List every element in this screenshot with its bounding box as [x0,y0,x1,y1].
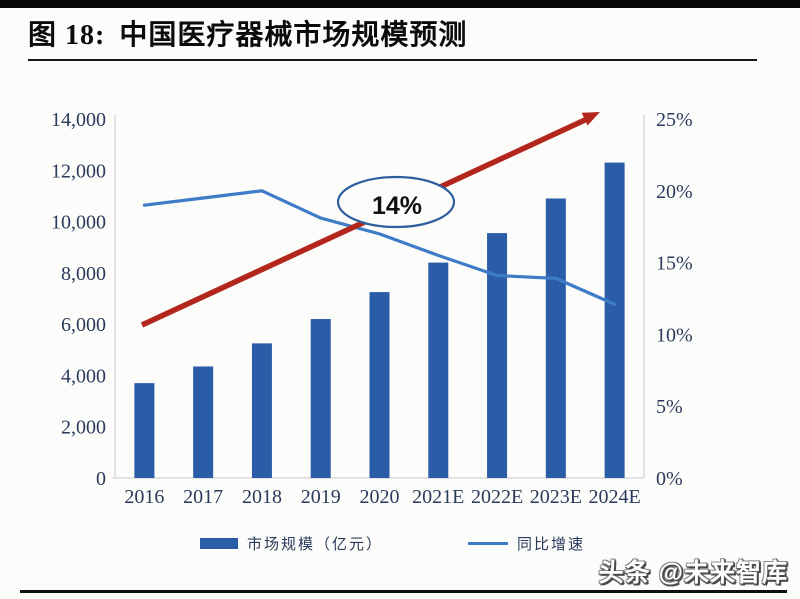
x-axis-label-2016: 2016 [124,486,164,508]
x-axis-label-2024E: 2024E [589,486,641,508]
bar-2018 [251,343,272,478]
bar-2024E [604,162,625,479]
watermark-toutiao: 头条 @未来智库 [598,559,788,587]
growth-rate-line [142,189,617,306]
legend-item-growth: 同比增速 [468,535,586,553]
y-axis-right-tick-4: 20% [656,181,693,203]
x-axis-label-2021E: 2021E [412,486,464,508]
y-axis-left-tick-0: 0 [96,468,106,490]
bottom-rule [20,590,787,593]
bar-2016 [134,383,155,478]
x-axis-label-2023E: 2023E [530,486,582,508]
bar-2022E [487,233,508,478]
bar-2019 [310,319,331,478]
y-axis-right-tick-5: 25% [656,109,693,131]
bar-2020 [369,292,390,478]
bar-2023E [545,198,566,478]
annotation-label: 14% [372,192,422,220]
bar-2021E [428,262,449,478]
bar-series-swatch [200,537,238,549]
figure-number: 图 18: [28,20,106,51]
legend-item-market-size: 市场规模（亿元） [200,535,384,553]
y-axis-right-tick-2: 10% [656,324,693,346]
title-underline [28,59,757,61]
y-axis-left-tick-4: 8,000 [61,263,106,285]
legend-label-growth: 同比增速 [517,536,586,553]
figure-title: 图 18: 中国医疗器械市场规模预测 [28,13,768,53]
x-axis-label-2018: 2018 [242,486,282,508]
y-axis-left-tick-2: 4,000 [61,365,106,387]
x-axis-label-2019: 2019 [301,486,341,508]
x-axis-label-2022E: 2022E [471,486,523,508]
top-accent-bar [0,0,800,8]
legend-label-market-size: 市场规模（亿元） [247,536,384,553]
y-axis-left-tick-1: 2,000 [61,417,106,439]
x-axis-label-2017: 2017 [183,486,223,508]
y-axis-right-tick-3: 15% [656,253,693,275]
y-axis-left-tick-6: 12,000 [51,160,106,182]
line-series-swatch [468,541,508,545]
trend-arrow-head [581,112,600,126]
y-axis-right-tick-0: 0% [656,468,683,490]
y-axis-left-tick-3: 6,000 [61,314,106,336]
figure-title-text: 中国医疗器械市场规模预测 [119,20,468,51]
y-axis-right-tick-1: 5% [656,396,683,418]
y-axis-left-tick-5: 10,000 [51,212,106,234]
bar-2017 [193,366,214,478]
y-axis-left-tick-7: 14,000 [51,109,106,131]
x-axis-label-2020: 2020 [360,486,400,508]
annotation-ellipse [336,175,456,229]
